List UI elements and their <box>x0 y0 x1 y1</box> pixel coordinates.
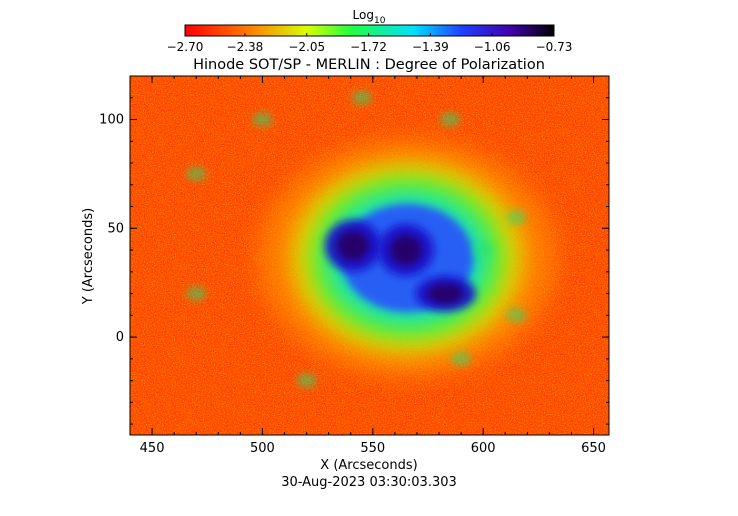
active-region <box>186 90 558 388</box>
y-tick-label: 0 <box>116 330 124 345</box>
chart-title: Hinode SOT/SP - MERLIN : Degree of Polar… <box>193 57 545 73</box>
colorbar-tick-label: −0.73 <box>536 40 573 54</box>
colorbar-tick-label: −1.39 <box>412 40 449 54</box>
colorbar-tick-label: −1.06 <box>474 40 511 54</box>
y-axis: 0 50 100 <box>99 75 609 425</box>
colorbar-tick-label: −2.05 <box>288 40 325 54</box>
plage-patch <box>186 286 207 301</box>
x-tick-label: 550 <box>360 441 385 456</box>
y-tick-label: 50 <box>107 221 124 236</box>
x-axis-label: X (Arcseconds) <box>320 458 417 473</box>
plage-patch <box>473 243 494 258</box>
x-tick-label: 450 <box>140 441 165 456</box>
plage-patch <box>440 112 461 127</box>
colorbar-tick-label: −1.72 <box>350 40 387 54</box>
plage-patch <box>506 210 527 225</box>
polarization-core <box>427 283 464 304</box>
polarization-core <box>389 235 422 266</box>
plage-patch <box>186 166 207 181</box>
y-axis-label: Y (Arcseconds) <box>81 208 96 305</box>
colorbar <box>184 24 555 37</box>
y-tick-label: 100 <box>99 113 124 128</box>
plage-patch <box>506 308 527 323</box>
plage-patch <box>252 112 273 127</box>
colorbar-ticks: −2.70 −2.38 −2.05 −1.72 −1.39 −1.06 −0.73 <box>167 33 573 54</box>
colorbar-tick-label: −2.70 <box>167 40 204 54</box>
plot-frame <box>129 75 610 436</box>
x-tick-label: 500 <box>250 441 275 456</box>
x-tick-label: 600 <box>471 441 496 456</box>
heatmap-image <box>130 76 609 435</box>
x-axis: 450 500 550 600 650 <box>129 76 606 456</box>
x-tick-label: 650 <box>581 441 606 456</box>
plage-patch <box>351 90 372 105</box>
plage-patch <box>451 351 472 366</box>
colorbar-label: Log10 <box>353 8 386 26</box>
polarization-core <box>336 230 369 261</box>
timestamp: 30-Aug-2023 03:30:03.303 <box>281 475 457 490</box>
colorbar-tick-label: −2.38 <box>227 40 264 54</box>
plage-patch <box>296 373 317 388</box>
